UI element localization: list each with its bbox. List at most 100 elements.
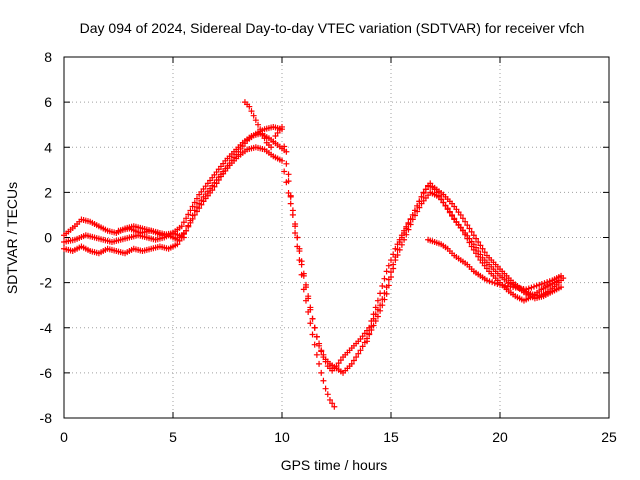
data-point	[383, 290, 390, 297]
x-tick-label: 0	[60, 429, 68, 445]
data-point	[285, 171, 292, 178]
data-point	[294, 234, 301, 241]
data-point	[326, 396, 333, 403]
data-point	[403, 231, 410, 238]
data-point	[335, 360, 342, 367]
data-point	[385, 282, 392, 289]
data-point	[180, 234, 187, 241]
data-point	[183, 215, 190, 222]
data-point	[189, 215, 196, 222]
y-tick-label: 2	[44, 184, 52, 200]
data-point	[486, 278, 493, 285]
data-point	[379, 283, 386, 290]
data-point	[451, 215, 458, 222]
data-point	[305, 293, 312, 300]
data-point	[525, 285, 532, 292]
data-point	[279, 123, 285, 130]
data-point	[536, 281, 543, 288]
x-tick-label: 20	[492, 429, 508, 445]
data-point	[422, 186, 429, 193]
data-point	[446, 208, 453, 215]
data-point	[316, 360, 323, 367]
data-point	[302, 297, 309, 304]
axis-ticks: 0 5 10 15 20 25 -8 -6 -4 -2 0 2 4 6 8	[40, 49, 617, 445]
data-point	[211, 183, 218, 190]
data-point	[366, 331, 373, 338]
data-point	[270, 138, 277, 145]
data-point	[381, 275, 388, 282]
data-point	[483, 277, 490, 284]
data-point	[355, 350, 362, 357]
data-point	[470, 232, 477, 239]
data-point	[309, 331, 316, 338]
data-point	[531, 283, 538, 290]
data-point	[431, 186, 438, 193]
data-point	[405, 226, 412, 233]
data-point	[370, 322, 377, 329]
data-point	[287, 200, 294, 207]
data-point	[292, 229, 299, 236]
data-point	[350, 357, 357, 364]
data-points	[61, 99, 567, 410]
y-tick-label: -2	[40, 275, 53, 291]
data-point	[473, 235, 480, 242]
data-point	[407, 221, 414, 228]
data-point	[259, 130, 266, 137]
data-point	[183, 227, 190, 234]
data-point	[489, 279, 496, 286]
data-point	[307, 304, 314, 311]
data-point	[411, 212, 418, 219]
data-point	[385, 262, 392, 269]
data-point	[178, 223, 185, 230]
data-point	[215, 176, 222, 183]
data-point	[257, 126, 264, 133]
data-point	[300, 270, 307, 277]
data-point	[416, 204, 423, 211]
data-point	[337, 357, 344, 364]
data-point	[324, 391, 331, 398]
data-point	[274, 129, 281, 136]
data-point	[470, 241, 477, 248]
data-point	[491, 280, 498, 287]
data-point	[320, 377, 327, 384]
data-point	[457, 211, 464, 218]
data-point	[401, 236, 408, 243]
series-track-c	[61, 144, 565, 376]
data-point	[381, 296, 388, 303]
data-point	[283, 148, 290, 155]
x-tick-label: 15	[383, 429, 399, 445]
data-point	[185, 211, 192, 218]
data-point	[475, 248, 482, 255]
data-point	[390, 265, 397, 272]
data-point	[311, 341, 318, 348]
data-point	[313, 351, 320, 358]
data-point	[477, 242, 484, 249]
data-point	[276, 126, 283, 133]
data-point	[494, 280, 501, 287]
data-point	[174, 241, 181, 248]
data-point	[311, 324, 318, 331]
data-point	[176, 237, 183, 244]
data-point	[348, 360, 355, 367]
series-track-d	[115, 99, 565, 293]
data-point	[479, 245, 486, 252]
data-point	[189, 203, 196, 210]
data-point	[246, 103, 253, 110]
data-point	[255, 121, 262, 128]
data-point	[307, 320, 314, 327]
data-point	[185, 223, 192, 230]
data-point	[523, 286, 530, 293]
y-tick-label: 4	[44, 139, 52, 155]
y-tick-label: -4	[40, 320, 53, 336]
data-point	[374, 297, 381, 304]
data-point	[466, 225, 473, 232]
data-point	[331, 403, 338, 410]
data-point	[462, 218, 469, 225]
data-point	[296, 245, 303, 252]
data-point	[464, 222, 471, 229]
data-point	[318, 347, 325, 354]
data-point	[287, 193, 294, 200]
data-point	[379, 302, 386, 309]
data-point	[427, 180, 434, 187]
